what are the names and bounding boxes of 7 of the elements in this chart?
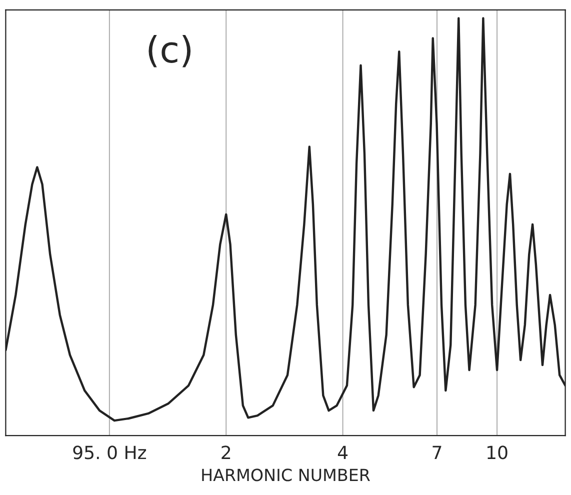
x-tick-label: 7 [432, 446, 442, 460]
annotation: (c) [148, 35, 191, 68]
x-tick-label: 95. 0 Hz [73, 446, 146, 460]
x-tick-label: 10 [488, 446, 508, 460]
x-tick-label: 2 [222, 446, 230, 460]
x-axis-title: HARMONIC NUMBER [202, 468, 370, 482]
x-tick-label: 4 [338, 446, 348, 460]
